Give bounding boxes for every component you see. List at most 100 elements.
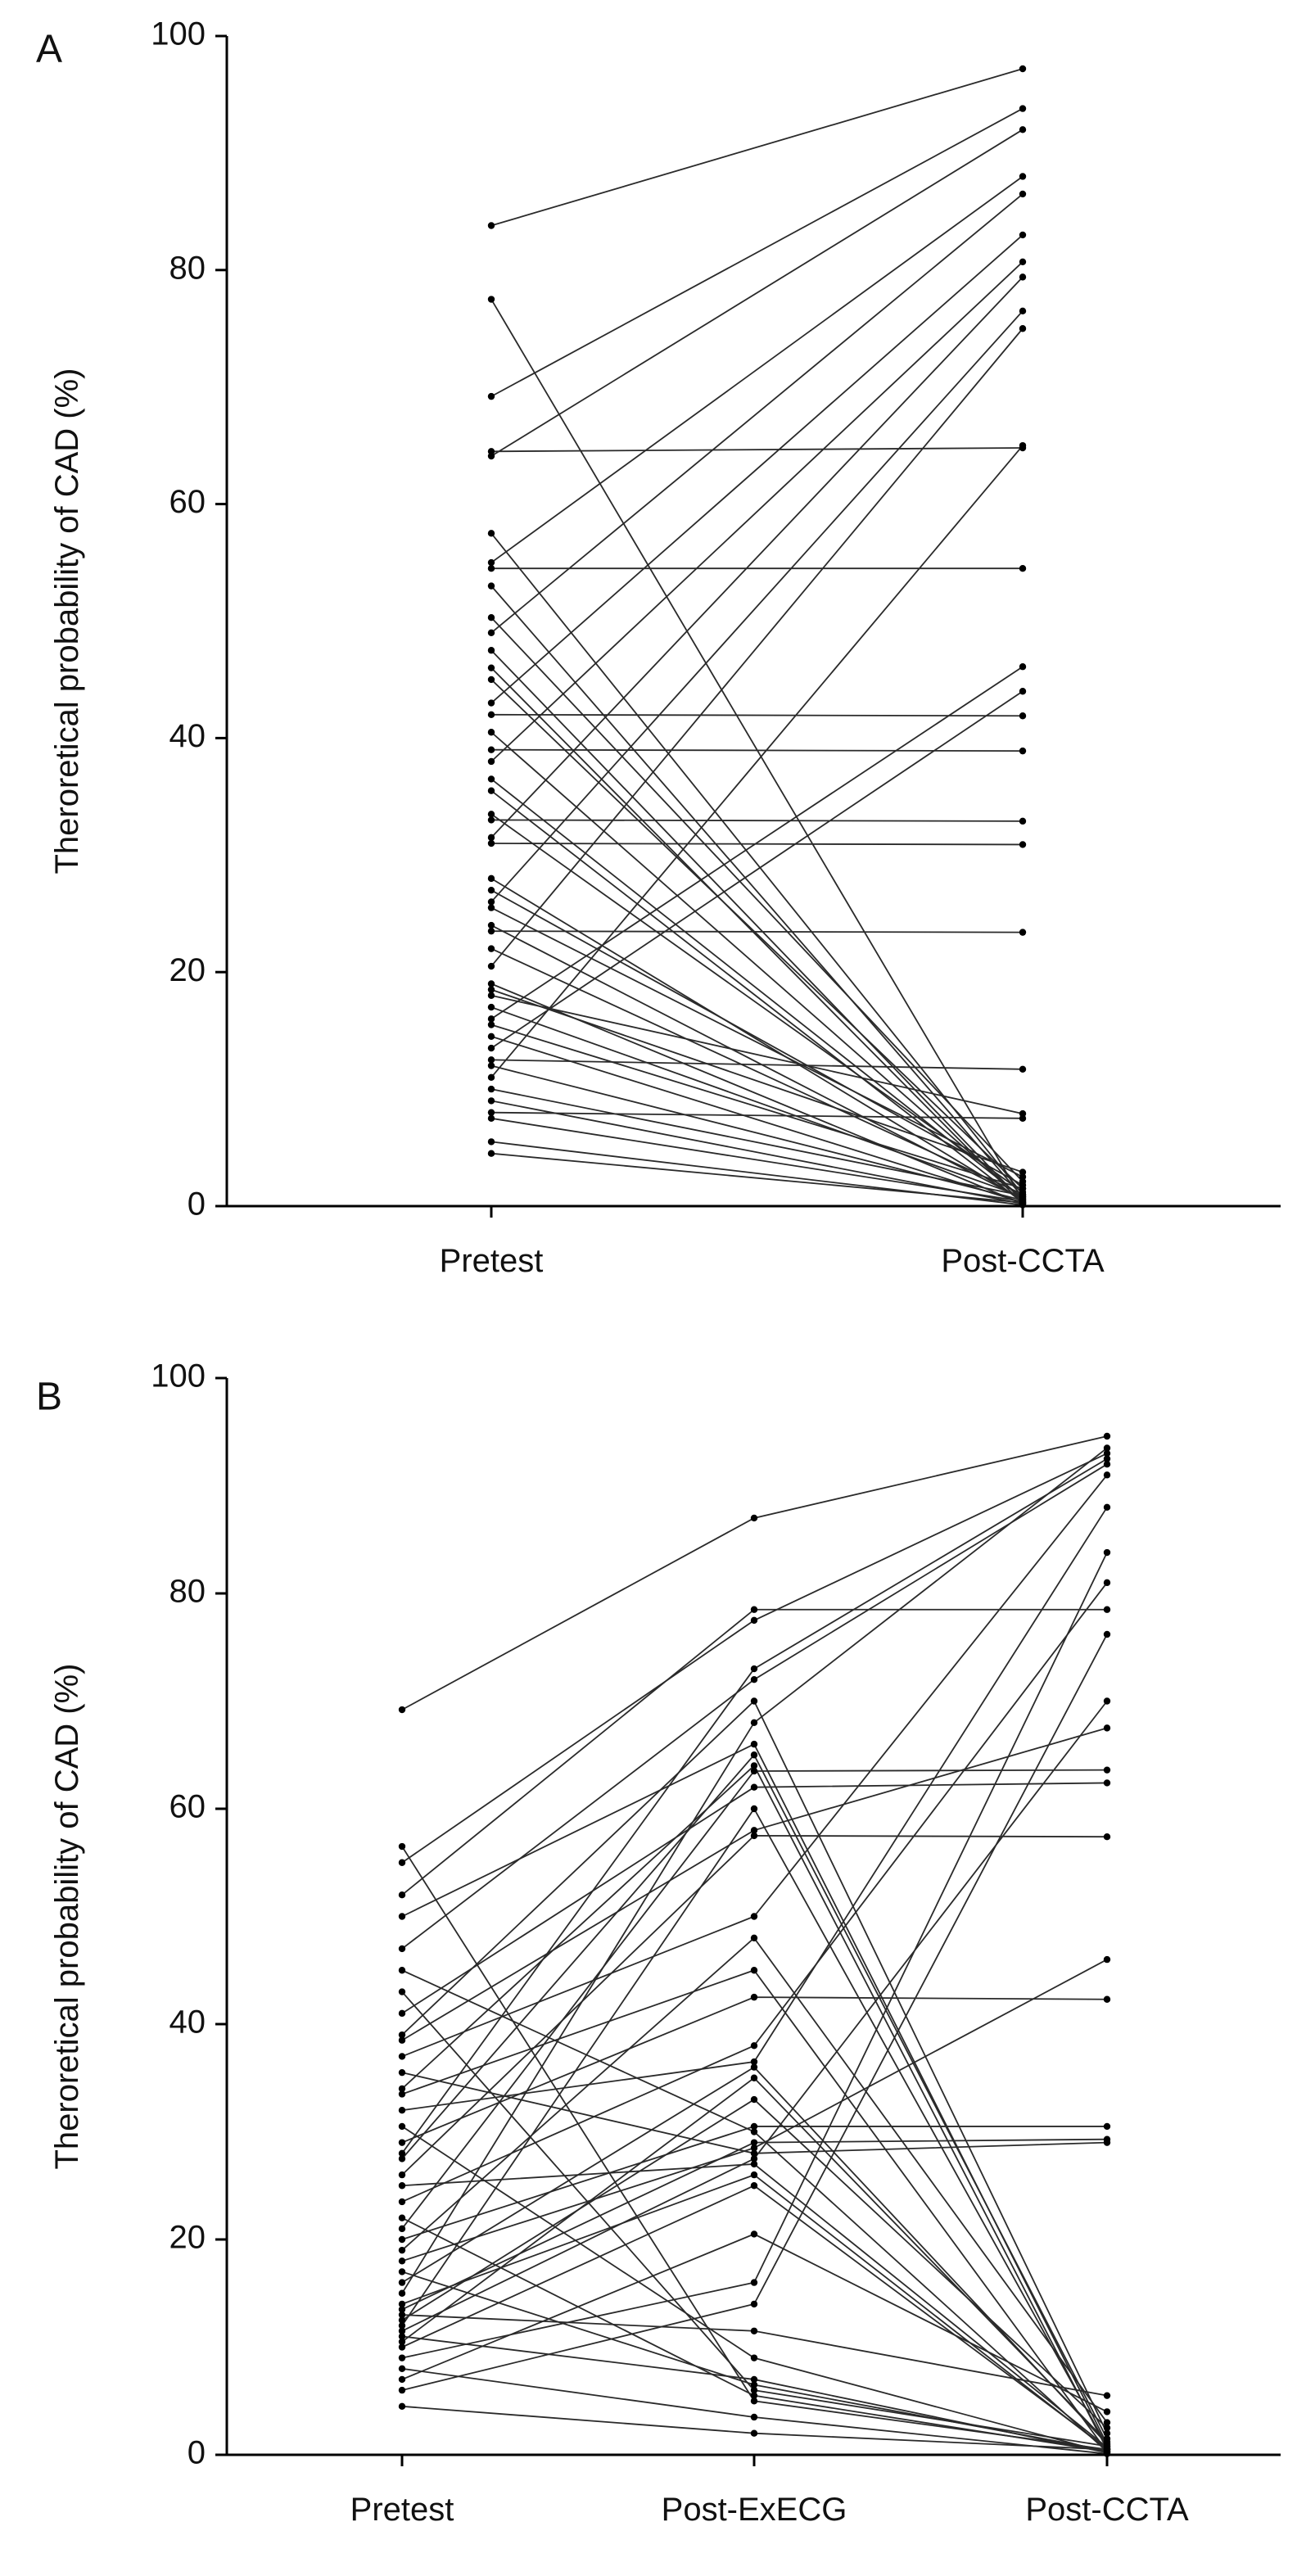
point (487, 945, 495, 952)
series-line (490, 988, 1024, 1173)
point (398, 2306, 406, 2313)
series-line (490, 924, 1024, 1200)
point (398, 1913, 406, 1920)
series-line (490, 234, 1024, 704)
point (398, 2289, 406, 2297)
series-line (401, 1959, 1108, 2262)
point (487, 296, 495, 303)
point (1103, 1606, 1111, 1613)
series-line (490, 667, 1024, 1204)
point (487, 452, 495, 460)
point (398, 2031, 406, 2039)
point (1103, 2408, 1111, 2416)
point (487, 1056, 495, 1064)
point (487, 986, 495, 993)
point (750, 2327, 758, 2334)
series-line (490, 175, 1024, 563)
point (750, 1697, 758, 1705)
point (487, 729, 495, 736)
point (750, 1616, 758, 1625)
point (398, 2053, 406, 2060)
series-line (401, 1727, 1108, 2041)
series-line (490, 532, 1024, 1195)
point (487, 1044, 495, 1052)
point (1103, 1548, 1111, 1557)
series-line (401, 2174, 1108, 2451)
point (398, 1706, 406, 1714)
series-line (490, 276, 1024, 838)
point (1103, 1461, 1111, 1468)
point (750, 2230, 758, 2238)
point (750, 2171, 758, 2179)
point (398, 2343, 406, 2351)
point (1103, 2438, 1111, 2446)
point (487, 1085, 495, 1093)
series-line (490, 585, 1024, 1198)
point (750, 1740, 758, 1748)
point (750, 1832, 758, 1840)
point (487, 921, 495, 929)
point (1019, 1195, 1027, 1203)
point (750, 1719, 758, 1726)
point (750, 1805, 758, 1813)
point (487, 775, 495, 783)
series-line (490, 261, 1024, 762)
series-line (490, 447, 1024, 453)
point (750, 2413, 758, 2421)
point (750, 1514, 758, 1522)
point (398, 2279, 406, 2286)
y-axis-label: Theroretical probability of CAD (%) (49, 1664, 85, 2170)
series-line (490, 843, 1024, 846)
point (487, 711, 495, 719)
point (398, 2333, 406, 2340)
point (398, 2316, 406, 2324)
x-tick-label: Pretest (440, 1243, 544, 1279)
point (487, 898, 495, 906)
point (750, 2144, 758, 2152)
series-line (490, 1035, 1024, 1204)
point (487, 647, 495, 654)
point (487, 787, 495, 794)
point (487, 811, 495, 818)
point (750, 1993, 758, 2001)
point (398, 2214, 406, 2221)
series-line (490, 748, 1024, 752)
point (1103, 2135, 1111, 2143)
point (1103, 1449, 1111, 1457)
series-line (490, 193, 1024, 634)
series-line (490, 994, 1024, 1114)
panel-label: B (36, 1376, 62, 1419)
series-line (490, 1152, 1024, 1204)
series-line (490, 731, 1024, 1200)
point (1103, 1955, 1111, 1964)
point (487, 1097, 495, 1105)
series-line (401, 1742, 1108, 2445)
point (1103, 1444, 1111, 1452)
point (398, 2149, 406, 2157)
point (1019, 173, 1027, 180)
point (487, 392, 495, 400)
point (398, 2235, 406, 2244)
point (1103, 2122, 1111, 2131)
point (487, 927, 495, 935)
y-axis-label: Theroretical probability of CAD (%) (49, 368, 85, 874)
point (487, 1062, 495, 1069)
point (398, 2155, 406, 2162)
point (750, 1665, 758, 1673)
point (398, 2036, 406, 2044)
point (398, 2085, 406, 2093)
point (487, 962, 495, 970)
y-tick-label: 20 (169, 2220, 206, 2256)
point (750, 2429, 758, 2437)
series-line (401, 1463, 1108, 1950)
series-line (490, 68, 1024, 227)
point (398, 2107, 406, 2114)
point (487, 629, 495, 636)
series-line (490, 778, 1024, 1199)
point (1019, 273, 1027, 281)
y-tick-label: 0 (188, 2435, 206, 2471)
point (1019, 1065, 1027, 1073)
x-tick-label: Post-CCTA (1025, 2492, 1189, 2528)
point (750, 2386, 758, 2394)
